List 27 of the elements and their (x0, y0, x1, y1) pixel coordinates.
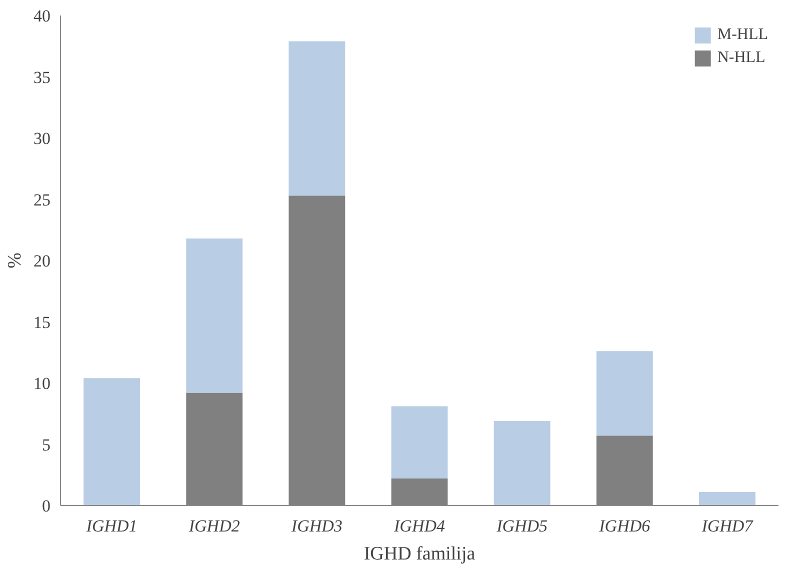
legend-label: M-HLL (717, 26, 768, 44)
y-tick-label: 40 (34, 6, 50, 26)
bar (186, 238, 243, 393)
x-axis-title: IGHD familija (364, 544, 476, 564)
y-tick-label: 20 (34, 252, 50, 270)
y-tick-label: 5 (42, 435, 50, 454)
bar (288, 41, 346, 196)
x-tick-label: IGHD7 (700, 516, 754, 536)
bar (596, 351, 653, 436)
y-tick-label: 25 (34, 190, 50, 210)
x-tick-label: IGHD5 (496, 516, 548, 536)
y-tick-label: 15 (34, 312, 50, 332)
x-tick-label: IGHD3 (290, 516, 342, 536)
bar (494, 420, 550, 506)
bar (699, 492, 756, 506)
y-tick-label: 35 (34, 68, 50, 87)
x-tick-label: IGHD1 (85, 516, 138, 536)
y-tick-label: 0 (42, 496, 50, 516)
x-tick-label: IGHD2 (188, 516, 240, 536)
bar (391, 406, 448, 479)
bar (84, 378, 140, 506)
y-tick-label: 30 (34, 129, 50, 148)
y-tick-label: 10 (34, 374, 50, 393)
x-tick-label: IGHD4 (393, 516, 446, 536)
x-tick-label: IGHD6 (598, 516, 651, 536)
legend-label: N-HLL (717, 49, 766, 67)
y-axis-title: % (4, 252, 26, 268)
